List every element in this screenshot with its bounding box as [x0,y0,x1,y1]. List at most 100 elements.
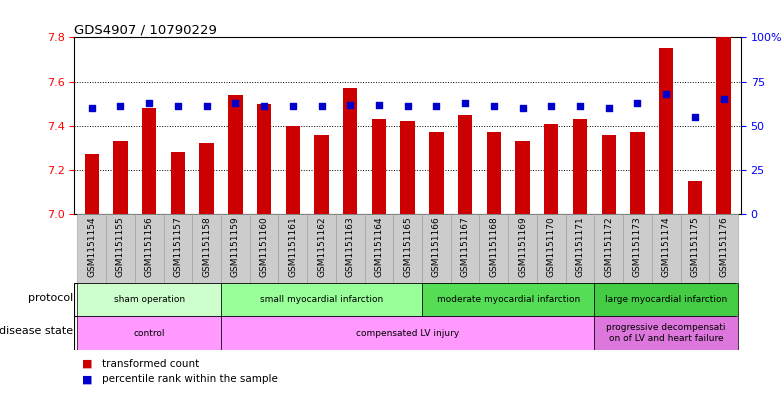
Point [143,99,155,106]
Text: GSM1151170: GSM1151170 [546,216,556,277]
Bar [401,121,415,214]
Bar [135,214,164,283]
Text: GSM1151160: GSM1151160 [260,216,269,277]
Point [517,105,529,111]
Bar [652,214,681,283]
Point [315,103,328,109]
Point [488,103,500,109]
Text: progressive decompensati
on of LV and heart failure: progressive decompensati on of LV and he… [607,323,726,343]
Bar [228,95,242,214]
Text: GSM1151157: GSM1151157 [173,216,183,277]
Bar [85,154,99,214]
Text: sham operation: sham operation [114,295,185,304]
Bar [681,214,710,283]
Text: GSM1151164: GSM1151164 [375,216,383,277]
Bar [422,283,594,316]
Text: GSM1151161: GSM1151161 [289,216,297,277]
Point [717,96,730,102]
Text: GSM1151159: GSM1151159 [230,216,240,277]
Bar [623,214,652,283]
Text: GSM1151154: GSM1151154 [87,216,96,277]
Bar [594,316,738,350]
Bar [594,214,623,283]
Text: transformed count: transformed count [102,358,199,369]
Text: GSM1151174: GSM1151174 [662,216,670,277]
Bar [221,214,249,283]
Point [372,101,385,108]
Bar [537,214,566,283]
Bar [221,283,422,316]
Point [286,103,299,109]
Text: small myocardial infarction: small myocardial infarction [260,295,383,304]
Bar [365,214,394,283]
Point [660,91,673,97]
Text: GSM1151172: GSM1151172 [604,216,613,277]
Text: GSM1151165: GSM1151165 [403,216,412,277]
Point [172,103,184,109]
Text: compensated LV injury: compensated LV injury [356,329,459,338]
Point [229,99,241,106]
Text: moderate myocardial infarction: moderate myocardial infarction [437,295,580,304]
Bar [394,214,422,283]
Bar [372,119,387,214]
Bar [601,134,616,214]
Bar [717,33,731,214]
Bar [142,108,156,214]
Bar [480,214,508,283]
Bar [458,115,472,214]
Bar [257,104,271,214]
Bar [487,132,501,214]
Bar [422,214,451,283]
Point [545,103,557,109]
Bar [544,123,558,214]
Point [430,103,443,109]
Bar [192,214,221,283]
Bar [630,132,644,214]
Text: protocol: protocol [27,293,73,303]
Bar [710,214,738,283]
Bar [336,214,365,283]
Point [574,103,586,109]
Bar [106,214,135,283]
Bar [343,88,358,214]
Text: GSM1151158: GSM1151158 [202,216,211,277]
Bar [508,214,537,283]
Bar [659,48,673,214]
Bar [278,214,307,283]
Text: GSM1151156: GSM1151156 [145,216,154,277]
Text: GSM1151167: GSM1151167 [461,216,470,277]
Bar [594,283,738,316]
Bar [429,132,444,214]
Bar [285,126,300,214]
Text: GSM1151171: GSM1151171 [575,216,585,277]
Text: ■: ■ [82,358,93,369]
Text: GDS4907 / 10790229: GDS4907 / 10790229 [74,23,217,36]
Point [459,99,471,106]
Bar [566,214,594,283]
Point [201,103,213,109]
Text: control: control [133,329,165,338]
Bar [451,214,480,283]
Text: GSM1151163: GSM1151163 [346,216,354,277]
Text: GSM1151175: GSM1151175 [691,216,699,277]
Text: GSM1151162: GSM1151162 [317,216,326,277]
Bar [78,214,106,283]
Bar [78,283,221,316]
Text: GSM1151173: GSM1151173 [633,216,642,277]
Bar [307,214,336,283]
Point [401,103,414,109]
Bar [688,181,702,214]
Text: GSM1151168: GSM1151168 [489,216,499,277]
Bar [314,134,328,214]
Point [114,103,127,109]
Bar [171,152,185,214]
Bar [249,214,278,283]
Text: GSM1151166: GSM1151166 [432,216,441,277]
Bar [113,141,128,214]
Bar [78,316,221,350]
Point [688,114,701,120]
Bar [573,119,587,214]
Text: large myocardial infarction: large myocardial infarction [605,295,728,304]
Text: ■: ■ [82,374,93,384]
Point [258,103,270,109]
